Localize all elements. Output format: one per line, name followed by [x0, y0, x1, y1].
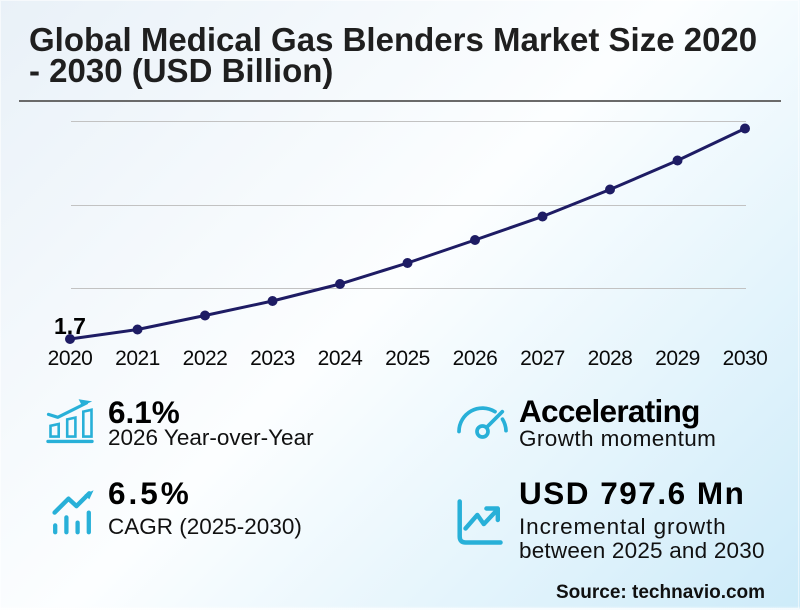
svg-text:2030: 2030 — [723, 347, 768, 370]
svg-text:2027: 2027 — [520, 347, 565, 370]
svg-text:2020: 2020 — [48, 347, 93, 370]
svg-text:2026: 2026 — [453, 347, 498, 370]
svg-text:2029: 2029 — [655, 347, 700, 370]
svg-text:2022: 2022 — [183, 347, 228, 370]
svg-text:2023: 2023 — [250, 347, 295, 370]
svg-text:1.7: 1.7 — [54, 313, 86, 339]
svg-text:2025: 2025 — [385, 347, 430, 370]
svg-text:2021: 2021 — [115, 347, 160, 370]
svg-text:2028: 2028 — [588, 347, 633, 370]
svg-text:2024: 2024 — [318, 347, 364, 370]
